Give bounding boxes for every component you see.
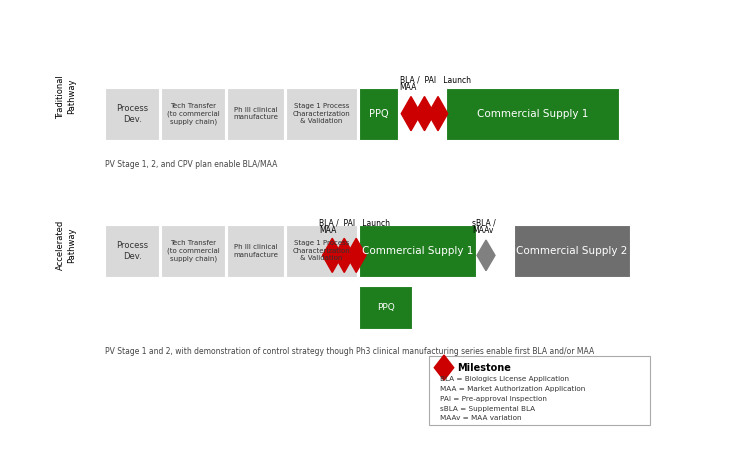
Bar [286, 88, 357, 140]
Bar [359, 225, 476, 277]
Text: Commercial Supply 1: Commercial Supply 1 [362, 246, 473, 256]
Text: Tech Transfer
(to commercial
supply chain): Tech Transfer (to commercial supply chai… [166, 240, 220, 262]
Text: MAA = Market Authorization Application: MAA = Market Authorization Application [440, 386, 586, 392]
Text: Stage 1 Process
Characterization
& Validation: Stage 1 Process Characterization & Valid… [292, 103, 350, 124]
Text: Traditional
Pathway: Traditional Pathway [56, 75, 76, 119]
Text: MAA: MAA [400, 83, 417, 92]
Text: Stage 1 Process
Characterization
& Validation: Stage 1 Process Characterization & Valid… [292, 240, 350, 261]
Text: Accelerated
Pathway: Accelerated Pathway [56, 220, 76, 270]
Text: Process
Dev.: Process Dev. [116, 241, 148, 261]
Polygon shape [434, 355, 454, 380]
Text: Milestone: Milestone [458, 363, 512, 373]
Polygon shape [415, 96, 434, 130]
Text: BLA /  PAI   Launch: BLA / PAI Launch [400, 75, 471, 84]
Bar [161, 225, 225, 277]
Text: PPQ: PPQ [376, 302, 394, 311]
Text: Ph III clinical
manufacture: Ph III clinical manufacture [233, 244, 278, 257]
Bar [514, 225, 630, 277]
Polygon shape [477, 240, 495, 271]
Text: Tech Transfer
(to commercial
supply chain): Tech Transfer (to commercial supply chai… [166, 103, 220, 125]
Polygon shape [334, 238, 354, 272]
Text: Ph III clinical
manufacture: Ph III clinical manufacture [233, 107, 278, 120]
Text: MAAv = MAA variation: MAAv = MAA variation [440, 415, 522, 422]
Polygon shape [322, 238, 342, 272]
Bar [227, 225, 284, 277]
Bar [359, 88, 398, 140]
Text: sBLA /: sBLA / [472, 218, 496, 227]
Polygon shape [428, 96, 448, 130]
Text: PV Stage 1, 2, and CPV plan enable BLA/MAA: PV Stage 1, 2, and CPV plan enable BLA/M… [105, 160, 278, 169]
Text: BLA /  PAI   Launch: BLA / PAI Launch [319, 218, 390, 227]
Polygon shape [346, 238, 366, 272]
Text: sBLA = Supplemental BLA: sBLA = Supplemental BLA [440, 405, 536, 412]
Text: Commercial Supply 1: Commercial Supply 1 [477, 108, 588, 119]
Bar [227, 88, 284, 140]
Bar [286, 225, 357, 277]
Text: BLA = Biologics License Application: BLA = Biologics License Application [440, 376, 569, 382]
Text: MAAv: MAAv [472, 226, 494, 235]
Text: PV Stage 1 and 2, with demonstration of control strategy though Ph3 clinical man: PV Stage 1 and 2, with demonstration of … [105, 346, 594, 356]
Bar [161, 88, 225, 140]
Text: MAA: MAA [319, 226, 336, 235]
Text: Process
Dev.: Process Dev. [116, 104, 148, 124]
Bar [359, 286, 412, 328]
Polygon shape [401, 96, 421, 130]
Bar [105, 225, 159, 277]
Text: Commercial Supply 2: Commercial Supply 2 [516, 246, 628, 256]
Text: PAI = Pre-approval Inspection: PAI = Pre-approval Inspection [440, 396, 547, 402]
Text: PPQ: PPQ [369, 108, 388, 119]
Bar [429, 356, 650, 425]
Bar [446, 88, 619, 140]
Bar [105, 88, 159, 140]
